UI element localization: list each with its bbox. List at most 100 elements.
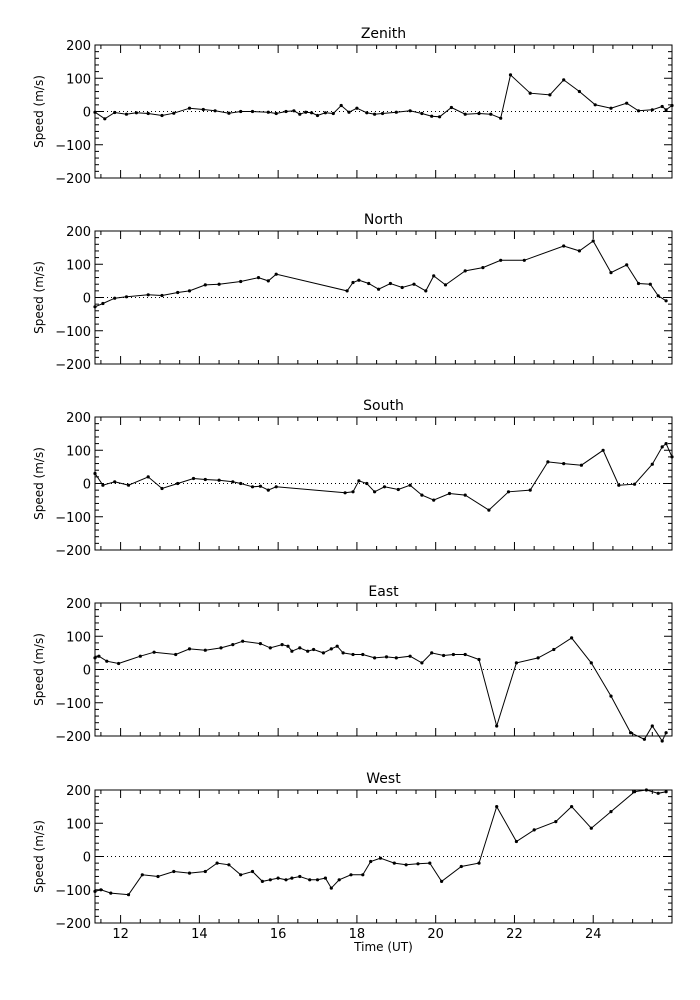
data-point — [274, 272, 278, 276]
data-point — [357, 278, 361, 282]
y-tick-label: −100 — [55, 884, 91, 899]
data-point — [416, 862, 420, 866]
data-point — [394, 656, 398, 660]
data-point — [377, 287, 381, 291]
data-point — [355, 106, 359, 110]
data-point — [373, 112, 377, 116]
data-point — [290, 876, 294, 880]
y-tick-label: 100 — [66, 630, 91, 645]
data-point — [528, 488, 532, 492]
data-point — [113, 480, 117, 484]
data-point — [124, 112, 129, 116]
data-point — [93, 889, 97, 894]
data-point — [562, 462, 566, 466]
y-tick-label: −100 — [55, 511, 91, 526]
data-point — [463, 112, 467, 116]
y-axis-label: Speed (m/s) — [32, 261, 46, 334]
data-point — [536, 656, 540, 660]
data-point — [546, 460, 550, 464]
data-point — [548, 93, 552, 97]
y-tick-label: 100 — [66, 72, 91, 87]
data-point — [650, 462, 654, 466]
data-point — [315, 113, 320, 118]
data-point — [308, 878, 312, 882]
data-point — [400, 285, 404, 290]
data-point — [570, 636, 574, 640]
data-point — [463, 493, 467, 497]
data-point — [424, 289, 428, 293]
data-point — [396, 487, 400, 492]
data-point — [250, 869, 255, 874]
panel-title: East — [368, 584, 399, 600]
data-point — [404, 863, 408, 867]
data-point — [432, 498, 436, 502]
panel-4: West 200 100 0 −100 −200 12 14 16 18 20 22 24 Speed (… — [32, 771, 673, 954]
data-point — [201, 107, 205, 112]
data-point — [562, 78, 566, 82]
data-point — [101, 301, 105, 306]
data-point — [670, 455, 674, 459]
data-point — [428, 861, 432, 865]
data-point — [284, 878, 288, 882]
data-point — [134, 111, 138, 115]
data-point — [337, 878, 341, 882]
data-point — [477, 657, 481, 662]
panel-title: North — [364, 212, 403, 228]
data-point — [349, 873, 353, 877]
series-line — [94, 73, 673, 120]
data-point — [499, 116, 503, 120]
data-point — [650, 724, 654, 728]
data-point — [412, 282, 416, 286]
data-point — [146, 475, 150, 479]
data-point — [239, 109, 243, 114]
data-point — [440, 879, 444, 884]
data-point — [617, 483, 621, 487]
data-point — [351, 280, 355, 285]
data-point — [382, 485, 387, 489]
y-tick-label: 0 — [83, 664, 91, 679]
data-point — [126, 483, 131, 487]
data-point — [438, 115, 442, 119]
data-point — [323, 876, 327, 880]
data-point — [554, 820, 558, 824]
y-tick-label: 200 — [66, 784, 91, 799]
data-point — [589, 661, 593, 665]
data-point — [670, 103, 674, 108]
data-point — [260, 879, 264, 884]
data-point — [258, 642, 262, 646]
data-point — [373, 656, 377, 660]
data-point — [258, 484, 262, 488]
data-point — [93, 656, 97, 660]
data-point — [219, 646, 223, 650]
data-point — [528, 91, 532, 95]
data-point — [648, 282, 652, 286]
y-tick-label: 100 — [66, 444, 91, 459]
data-point — [361, 652, 365, 657]
data-point — [266, 488, 270, 492]
data-point — [312, 647, 316, 652]
data-point — [633, 790, 637, 794]
y-tick-label: 0 — [83, 292, 91, 307]
data-point — [420, 493, 424, 497]
data-point — [339, 103, 343, 108]
data-point — [664, 731, 668, 735]
x-tick-label: 16 — [270, 927, 287, 942]
data-point — [570, 805, 574, 809]
data-point — [477, 111, 481, 116]
data-point — [384, 655, 389, 659]
data-point — [203, 477, 207, 482]
data-point — [250, 109, 255, 114]
y-tick-label: −100 — [55, 697, 91, 712]
data-point — [442, 653, 446, 658]
data-point — [191, 476, 196, 481]
x-tick-label: 12 — [112, 927, 129, 942]
data-point — [430, 114, 434, 118]
data-point — [495, 805, 499, 809]
data-point — [97, 654, 101, 658]
data-point — [636, 281, 641, 286]
y-tick-label: 200 — [66, 597, 91, 612]
data-point — [656, 294, 660, 298]
data-point — [609, 271, 613, 275]
data-point — [124, 295, 129, 299]
